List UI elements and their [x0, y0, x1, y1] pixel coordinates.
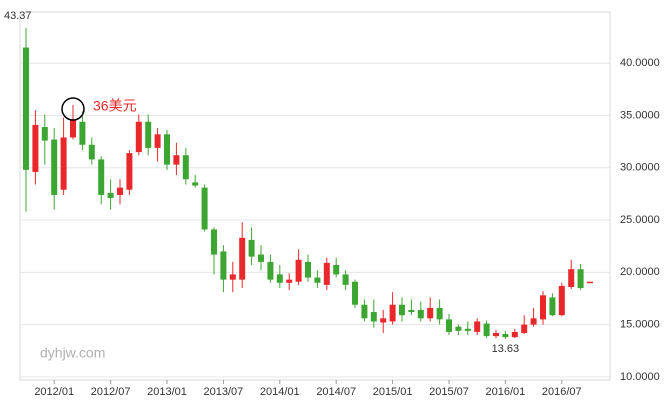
candle-body [23, 47, 29, 170]
candle-body [126, 153, 133, 190]
x-tick-label: 2016/07 [542, 386, 582, 398]
candle-body [314, 277, 321, 283]
x-tick-label: 2014/07 [316, 386, 356, 398]
candle-body [323, 262, 330, 285]
max-label: 43.37 [4, 10, 32, 22]
candle-body [248, 239, 255, 257]
x-tick-label: 2013/07 [204, 386, 244, 398]
candle-body [436, 307, 443, 320]
watermark: dyhjw.com [40, 345, 105, 361]
candle-body [70, 119, 76, 138]
candle-body [305, 261, 311, 278]
candle-body [286, 279, 293, 283]
candle-body [511, 331, 518, 338]
candle-body [173, 155, 180, 165]
candle-body [41, 127, 48, 141]
candle-body [587, 281, 593, 284]
annotation-circle [61, 97, 85, 121]
candle-body [502, 334, 509, 338]
candle-body [577, 269, 584, 288]
candle-body [530, 318, 537, 325]
x-tick-label: 2014/01 [260, 386, 300, 398]
candle-body [135, 121, 142, 153]
x-tick-label: 2012/07 [91, 386, 131, 398]
candle-body [333, 265, 340, 275]
candle-body [408, 309, 415, 313]
y-tick-label: 10.0000 [620, 371, 660, 383]
y-tick-label: 25.0000 [620, 214, 660, 226]
candle-body [51, 139, 58, 195]
x-tick-label: 2015/01 [373, 386, 413, 398]
candle-body [342, 274, 349, 285]
candle-body [220, 251, 227, 280]
y-tick-label: 30.0000 [620, 162, 660, 174]
candle-body [549, 297, 556, 316]
candle-body [455, 326, 462, 331]
candle-body [229, 274, 236, 280]
candle-body [540, 295, 546, 320]
candle-body [276, 274, 283, 283]
candle-body [464, 328, 471, 331]
candle-body [267, 261, 274, 280]
candle-body [32, 124, 39, 172]
candle-body [483, 323, 490, 337]
y-tick-label: 20.0000 [620, 266, 660, 278]
x-tick-label: 2015/07 [429, 386, 469, 398]
candle-body [239, 237, 246, 280]
candle-body [399, 304, 405, 316]
candle-body [192, 182, 199, 186]
candle-body [568, 269, 575, 287]
x-tick-label: 2012/01 [34, 386, 74, 398]
candle-body [117, 187, 123, 195]
candle-body [558, 285, 565, 316]
annotation: 36美元 [93, 98, 137, 114]
candle-body [521, 324, 528, 333]
candle-body [474, 321, 481, 332]
candle-body [370, 312, 377, 322]
candle-body [154, 134, 161, 148]
y-tick-label: 40.0000 [620, 57, 660, 69]
candle-body [493, 332, 499, 337]
min-label: 13.63 [492, 343, 520, 355]
candle-body [164, 134, 170, 165]
candle-body [60, 137, 67, 190]
candle-body [380, 318, 387, 323]
candle-body [211, 229, 217, 255]
candle-body [107, 192, 114, 199]
candle-body [352, 281, 358, 305]
y-tick-label: 35.0000 [620, 109, 660, 121]
candle-body [361, 304, 368, 319]
candle-body [182, 155, 189, 180]
y-tick-label: 15.0000 [620, 318, 660, 330]
candle-body [446, 319, 452, 332]
plot-frame [19, 11, 611, 381]
candle-body [417, 309, 424, 319]
candle-body [88, 144, 95, 160]
candle-body [427, 307, 434, 319]
candle-body [98, 159, 105, 195]
candle-body [145, 121, 152, 148]
candle-body [258, 254, 264, 262]
candle-body [295, 259, 302, 282]
candle-body [389, 304, 396, 322]
candle-body [201, 187, 208, 230]
x-tick-label: 2013/01 [147, 386, 187, 398]
candle-body [79, 121, 86, 145]
x-tick-label: 2016/01 [486, 386, 526, 398]
